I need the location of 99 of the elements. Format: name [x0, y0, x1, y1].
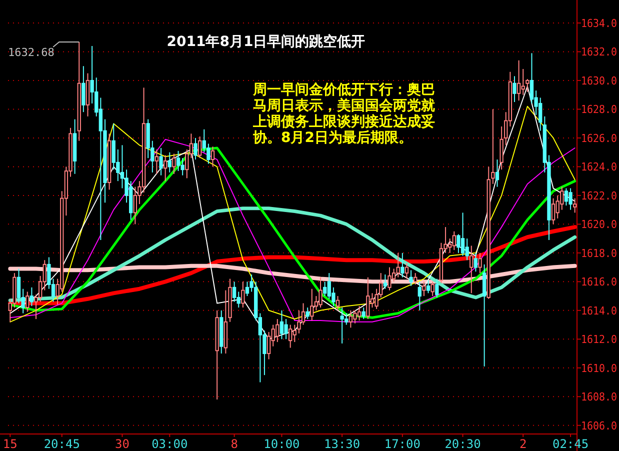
candlestick [573, 198, 577, 214]
candlestick [198, 136, 202, 159]
annotation: 1632.68 [8, 46, 54, 59]
candlestick [336, 296, 340, 311]
y-tick-label: 1622.0 [581, 189, 619, 202]
candlestick [245, 281, 250, 297]
candlestick [383, 274, 388, 290]
candlestick [232, 281, 236, 302]
candlestick [400, 252, 404, 278]
candlestick [82, 66, 86, 113]
candlestick [430, 281, 434, 297]
candlestick [495, 159, 500, 188]
x-tick-label: 20:30 [444, 437, 481, 451]
candlestick [353, 310, 357, 324]
candlestick [159, 148, 163, 176]
candlestick [26, 291, 30, 312]
candlestick [396, 252, 400, 278]
candlestick [556, 194, 560, 219]
candlestick [280, 310, 284, 340]
candlestick [526, 78, 530, 92]
candlestick [568, 188, 572, 210]
candlestick [418, 281, 422, 311]
candlestick [292, 324, 296, 343]
candlestick [16, 268, 21, 304]
candlestick [512, 76, 516, 103]
candlestick [172, 153, 176, 174]
candlestick [301, 302, 306, 326]
x-tick-label: 13:30 [324, 437, 360, 451]
y-tick-label: 1612.0 [581, 333, 619, 346]
candlestick [154, 148, 159, 174]
y-tick-label: 1618.0 [581, 246, 619, 260]
candlestick [426, 280, 430, 294]
candlestick [388, 266, 392, 291]
x-tick-label: 8 [230, 437, 238, 451]
candlestick [194, 137, 198, 160]
x-tick-label: 30 [115, 437, 130, 451]
y-tick-label: 1620.0 [581, 218, 619, 232]
candlestick [284, 318, 288, 340]
candlestick [404, 262, 409, 280]
x-tick-label: 20:45 [44, 437, 80, 451]
annotation: 周一早间金价低开下行：奥巴马周日表示，美国国会两党就上调债务上限谈判接近达成妥协。8月2日为最后期限。 [253, 82, 436, 146]
candlestick [318, 276, 322, 308]
text: 2011年8月1日早间的跳空低开 [166, 33, 366, 50]
y-tick-label: 1632.0 [581, 46, 619, 59]
candlestick [241, 281, 245, 308]
candlestick [310, 288, 314, 321]
y-tick-label: 1606.0 [581, 419, 619, 432]
y-tick-label: 1616.0 [581, 276, 619, 289]
candlestick [500, 126, 504, 170]
candlestick [288, 324, 292, 348]
candlestick [340, 307, 344, 344]
candlestick [474, 252, 478, 272]
candlestick [306, 307, 310, 320]
candlestick [564, 188, 568, 206]
y-tick-label: 1614.0 [581, 304, 619, 318]
candlestick [276, 318, 280, 343]
candlestick [452, 230, 456, 251]
line-series [8, 206, 577, 302]
x-tick-label: 03:00 [152, 437, 188, 451]
candlestick [491, 108, 495, 184]
candlestick [560, 186, 564, 210]
y-tick-label: 1626.0 [581, 132, 619, 145]
x-tick-label: 10:00 [264, 437, 300, 451]
candlestick [168, 152, 172, 173]
y-tick-label: 1610.0 [581, 362, 619, 375]
candlestick [206, 143, 210, 164]
candlestick [176, 150, 180, 172]
candlestick [322, 281, 327, 297]
y-tick-label: 1628.0 [581, 103, 619, 116]
candlestick [414, 272, 418, 286]
y-tick-label: 1624.0 [581, 160, 619, 174]
y-tick-label: 1608.0 [581, 390, 619, 404]
candlestick [551, 198, 556, 225]
candlestick [297, 310, 301, 334]
y-tick-label: 1634.0 [581, 16, 619, 30]
candlestick [236, 291, 240, 308]
candlestick [460, 212, 465, 256]
candlestick [422, 281, 426, 297]
candlestick [521, 68, 525, 96]
candlestick [366, 276, 370, 320]
candlestick [266, 331, 271, 360]
candlestick [482, 264, 486, 367]
candlestick [530, 52, 534, 104]
x-tick-label: 2 [520, 437, 527, 451]
candlestick [164, 154, 168, 182]
candlestick [409, 270, 413, 286]
candlestick [210, 146, 215, 168]
candlestick [348, 310, 353, 328]
candlestick [456, 234, 460, 254]
candlestick [30, 286, 34, 307]
candlestick [516, 60, 521, 102]
candlestick [362, 307, 366, 320]
x-tick-label: 17:00 [384, 437, 420, 451]
x-tick-label: 15 [2, 437, 18, 451]
candlestick [478, 252, 482, 274]
candlestick [435, 278, 439, 298]
y-tick-label: 1630.0 [581, 74, 619, 88]
candlestick [470, 245, 474, 294]
candlestick [357, 306, 362, 321]
